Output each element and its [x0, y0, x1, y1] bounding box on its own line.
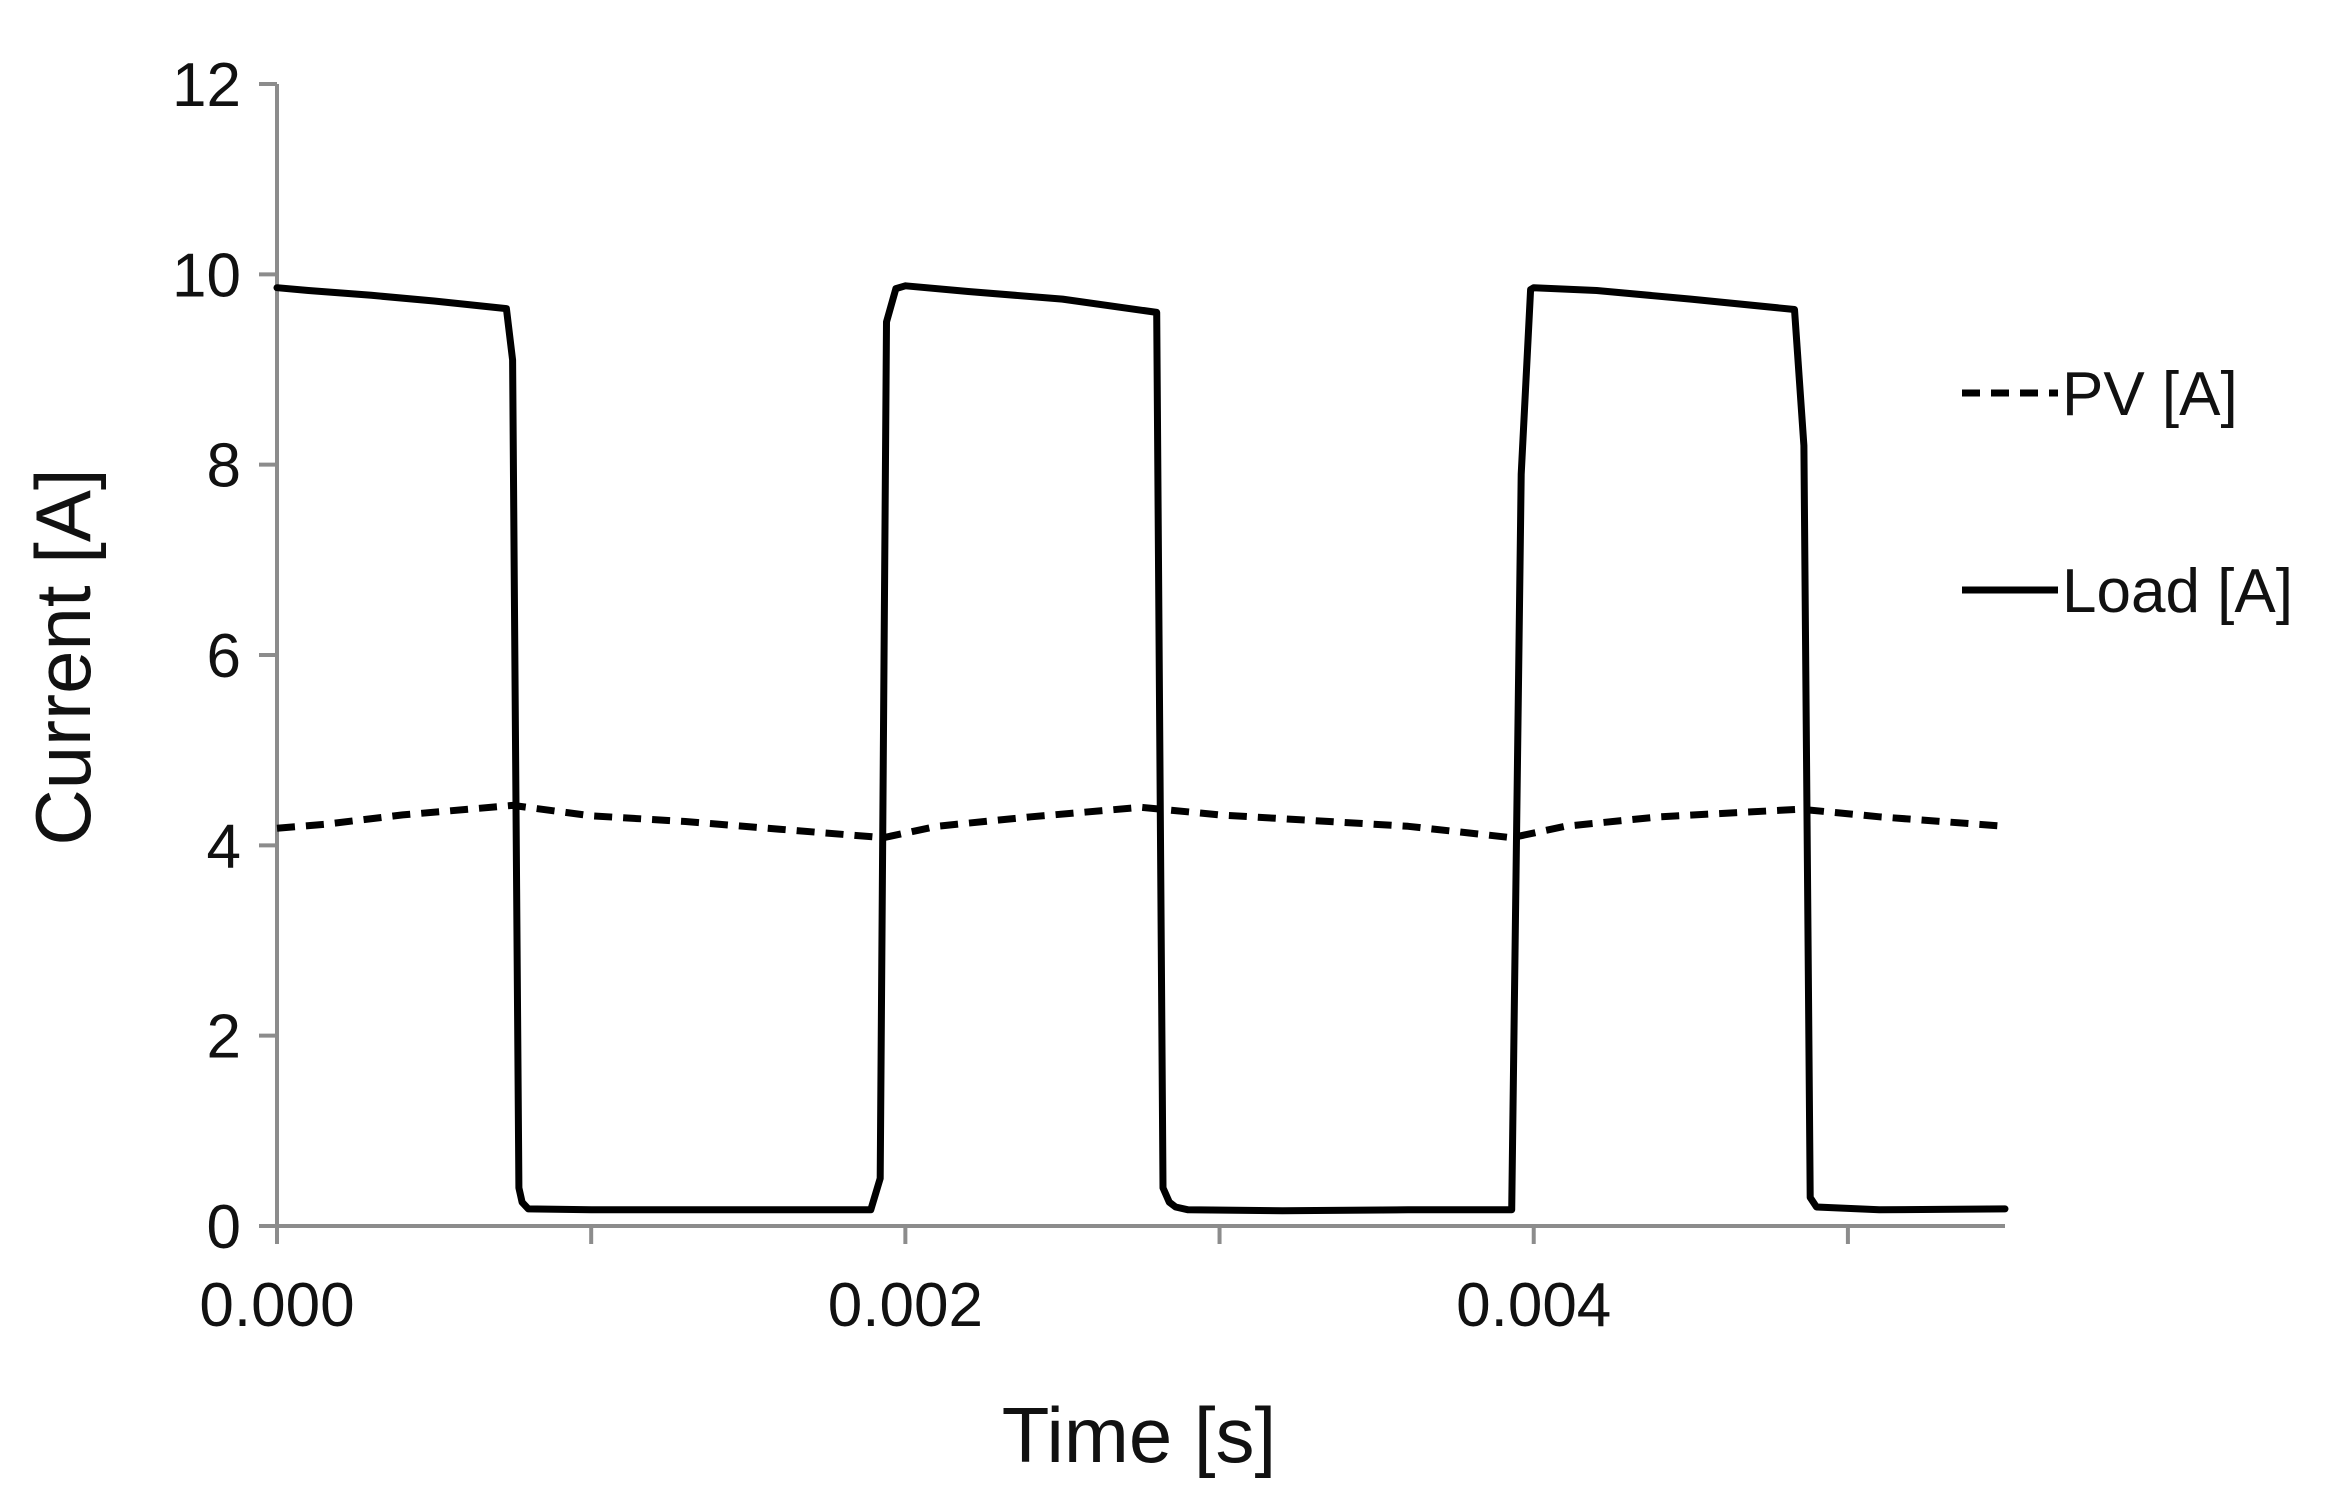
- legend-label: PV [A]: [2062, 360, 2238, 429]
- y-tick-label: 6: [207, 622, 241, 691]
- x-tick-label: 0.002: [828, 1271, 983, 1340]
- axes: 0 2 4 6 8 10 12 0.000 0.002 0.004: [172, 51, 2005, 1340]
- y-tick-label: 0: [207, 1193, 241, 1262]
- series-line-pv-a: [276, 801, 2006, 842]
- y-tick-label: 4: [207, 812, 241, 881]
- y-tick-label: 12: [172, 51, 241, 120]
- y-tick-label: 2: [207, 1003, 241, 1072]
- y-axis-title: Current [A]: [19, 468, 107, 845]
- legend-label: Load [A]: [2062, 557, 2293, 626]
- y-tick-label: 10: [172, 241, 241, 310]
- y-tick-label: 8: [207, 432, 241, 501]
- x-tick-label: 0.000: [199, 1271, 354, 1340]
- x-axis-title: Time [s]: [1002, 1391, 1276, 1479]
- legend: PV [A] Load [A]: [1962, 360, 2293, 626]
- series-line-load-a: [273, 282, 2009, 1215]
- series-layer: [273, 282, 2009, 1215]
- x-tick-label: 0.004: [1456, 1271, 1611, 1340]
